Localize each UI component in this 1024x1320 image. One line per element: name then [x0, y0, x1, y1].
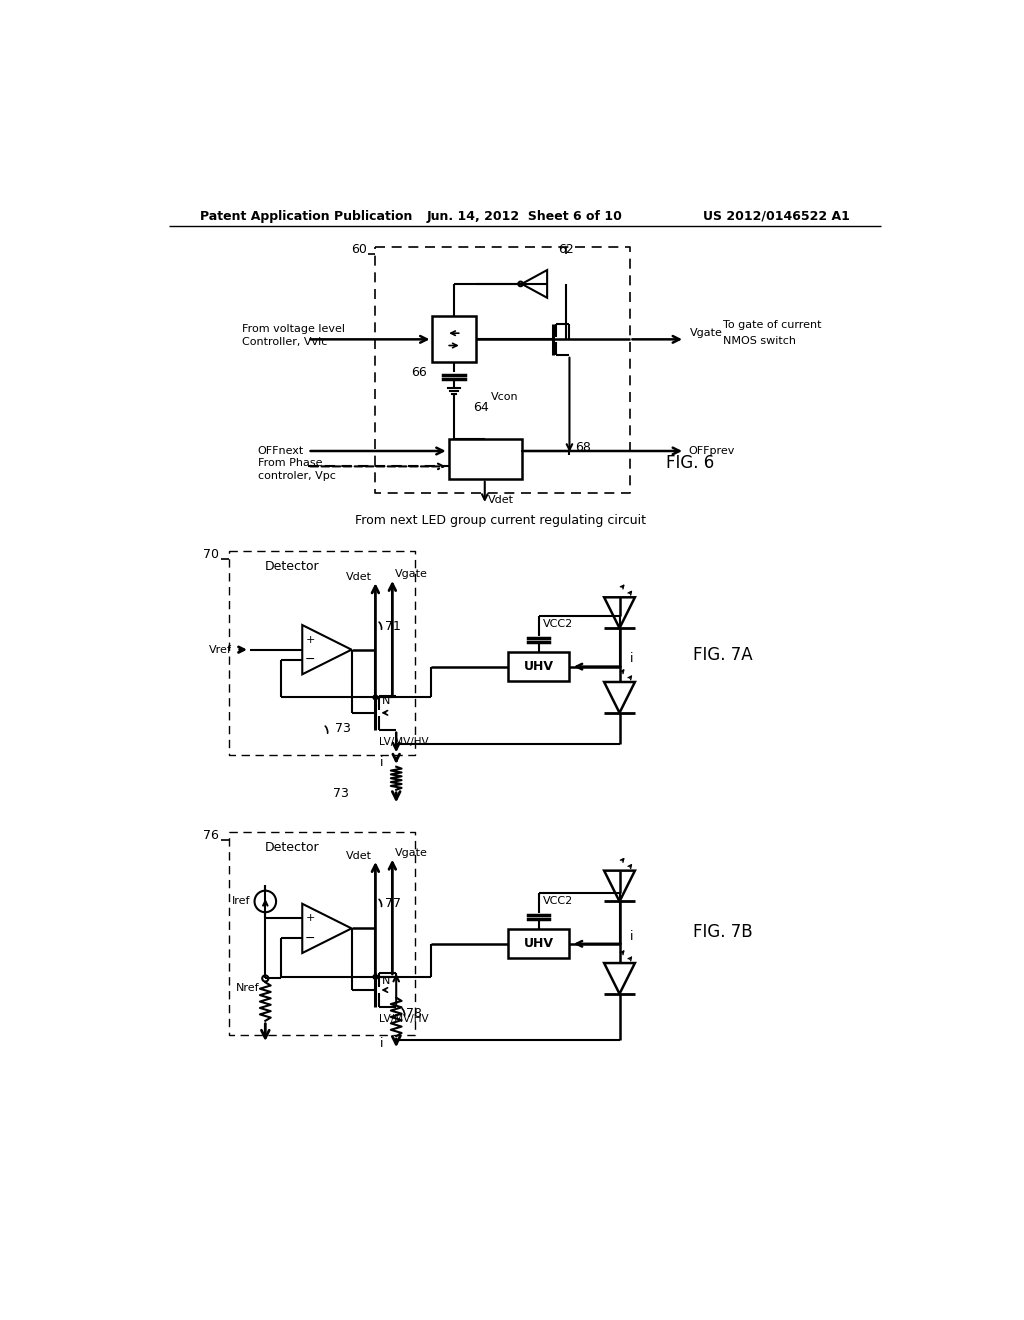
Text: US 2012/0146522 A1: US 2012/0146522 A1 [702, 210, 850, 223]
Text: 64: 64 [473, 400, 489, 413]
Text: NMOS switch: NMOS switch [724, 335, 797, 346]
Text: 66: 66 [412, 366, 427, 379]
Text: OFFprev: OFFprev [689, 446, 735, 455]
Text: 76: 76 [203, 829, 219, 842]
Text: i: i [380, 1038, 383, 1051]
Text: Iref: Iref [231, 896, 250, 907]
Text: OFFnext: OFFnext [258, 446, 304, 455]
Text: VCC2: VCC2 [543, 896, 572, 907]
Text: +: + [305, 913, 314, 924]
Text: −: − [305, 653, 315, 667]
Text: From voltage level: From voltage level [243, 323, 345, 334]
Text: 71: 71 [385, 620, 400, 634]
Text: 70: 70 [203, 548, 219, 561]
Text: −: − [305, 932, 315, 945]
Text: Patent Application Publication: Patent Application Publication [200, 210, 413, 223]
Text: Nref: Nref [236, 982, 259, 993]
Text: LV/MV/HV: LV/MV/HV [379, 1014, 429, 1024]
Text: From next LED group current regulating circuit: From next LED group current regulating c… [354, 513, 646, 527]
Text: VCC2: VCC2 [543, 619, 572, 630]
Text: Vdet: Vdet [345, 572, 372, 582]
Text: FIG. 6: FIG. 6 [666, 454, 714, 471]
Text: 77: 77 [385, 898, 400, 911]
Text: LV/MV/HV: LV/MV/HV [379, 737, 429, 747]
Text: Jun. 14, 2012  Sheet 6 of 10: Jun. 14, 2012 Sheet 6 of 10 [427, 210, 623, 223]
Text: From Phase: From Phase [258, 458, 323, 469]
Text: Vdet: Vdet [487, 495, 514, 504]
Text: Controller, Vvlc: Controller, Vvlc [243, 338, 328, 347]
Circle shape [373, 974, 378, 979]
Text: Vcon: Vcon [490, 392, 518, 403]
Text: N: N [382, 975, 390, 986]
Text: Vdet: Vdet [345, 851, 372, 861]
Circle shape [373, 696, 378, 700]
Text: i: i [630, 929, 633, 942]
Text: Vgate: Vgate [394, 569, 428, 579]
Text: UHV: UHV [523, 937, 554, 950]
Text: 73: 73 [335, 722, 350, 735]
Text: Detector: Detector [265, 841, 319, 854]
Text: Detector: Detector [265, 560, 319, 573]
Bar [508, 652, 569, 681]
Text: i: i [630, 652, 633, 665]
Text: i: i [380, 756, 383, 770]
Text: 78: 78 [407, 1007, 422, 1019]
Text: 62: 62 [558, 243, 573, 256]
Text: Vref: Vref [209, 644, 231, 655]
Text: 60: 60 [351, 243, 368, 256]
Text: N: N [382, 696, 390, 706]
Text: FIG. 7A: FIG. 7A [692, 645, 753, 664]
Bar [432, 317, 475, 363]
Text: +: + [305, 635, 314, 644]
Bar [449, 438, 521, 479]
Text: Vgate: Vgate [394, 847, 428, 858]
Text: 68: 68 [575, 441, 592, 454]
Bar [508, 929, 569, 958]
Text: Vgate: Vgate [689, 329, 723, 338]
Text: FIG. 7B: FIG. 7B [692, 923, 753, 941]
Text: 73: 73 [333, 787, 349, 800]
Text: controler, Vpc: controler, Vpc [258, 471, 336, 480]
Text: To gate of current: To gate of current [724, 321, 822, 330]
Text: UHV: UHV [523, 660, 554, 673]
